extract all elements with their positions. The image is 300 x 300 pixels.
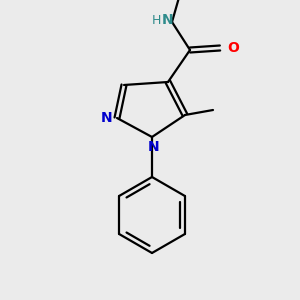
Text: H: H: [151, 14, 161, 26]
Text: O: O: [227, 41, 239, 55]
Text: N: N: [148, 140, 160, 154]
Text: N: N: [162, 13, 174, 27]
Text: N: N: [101, 111, 113, 125]
